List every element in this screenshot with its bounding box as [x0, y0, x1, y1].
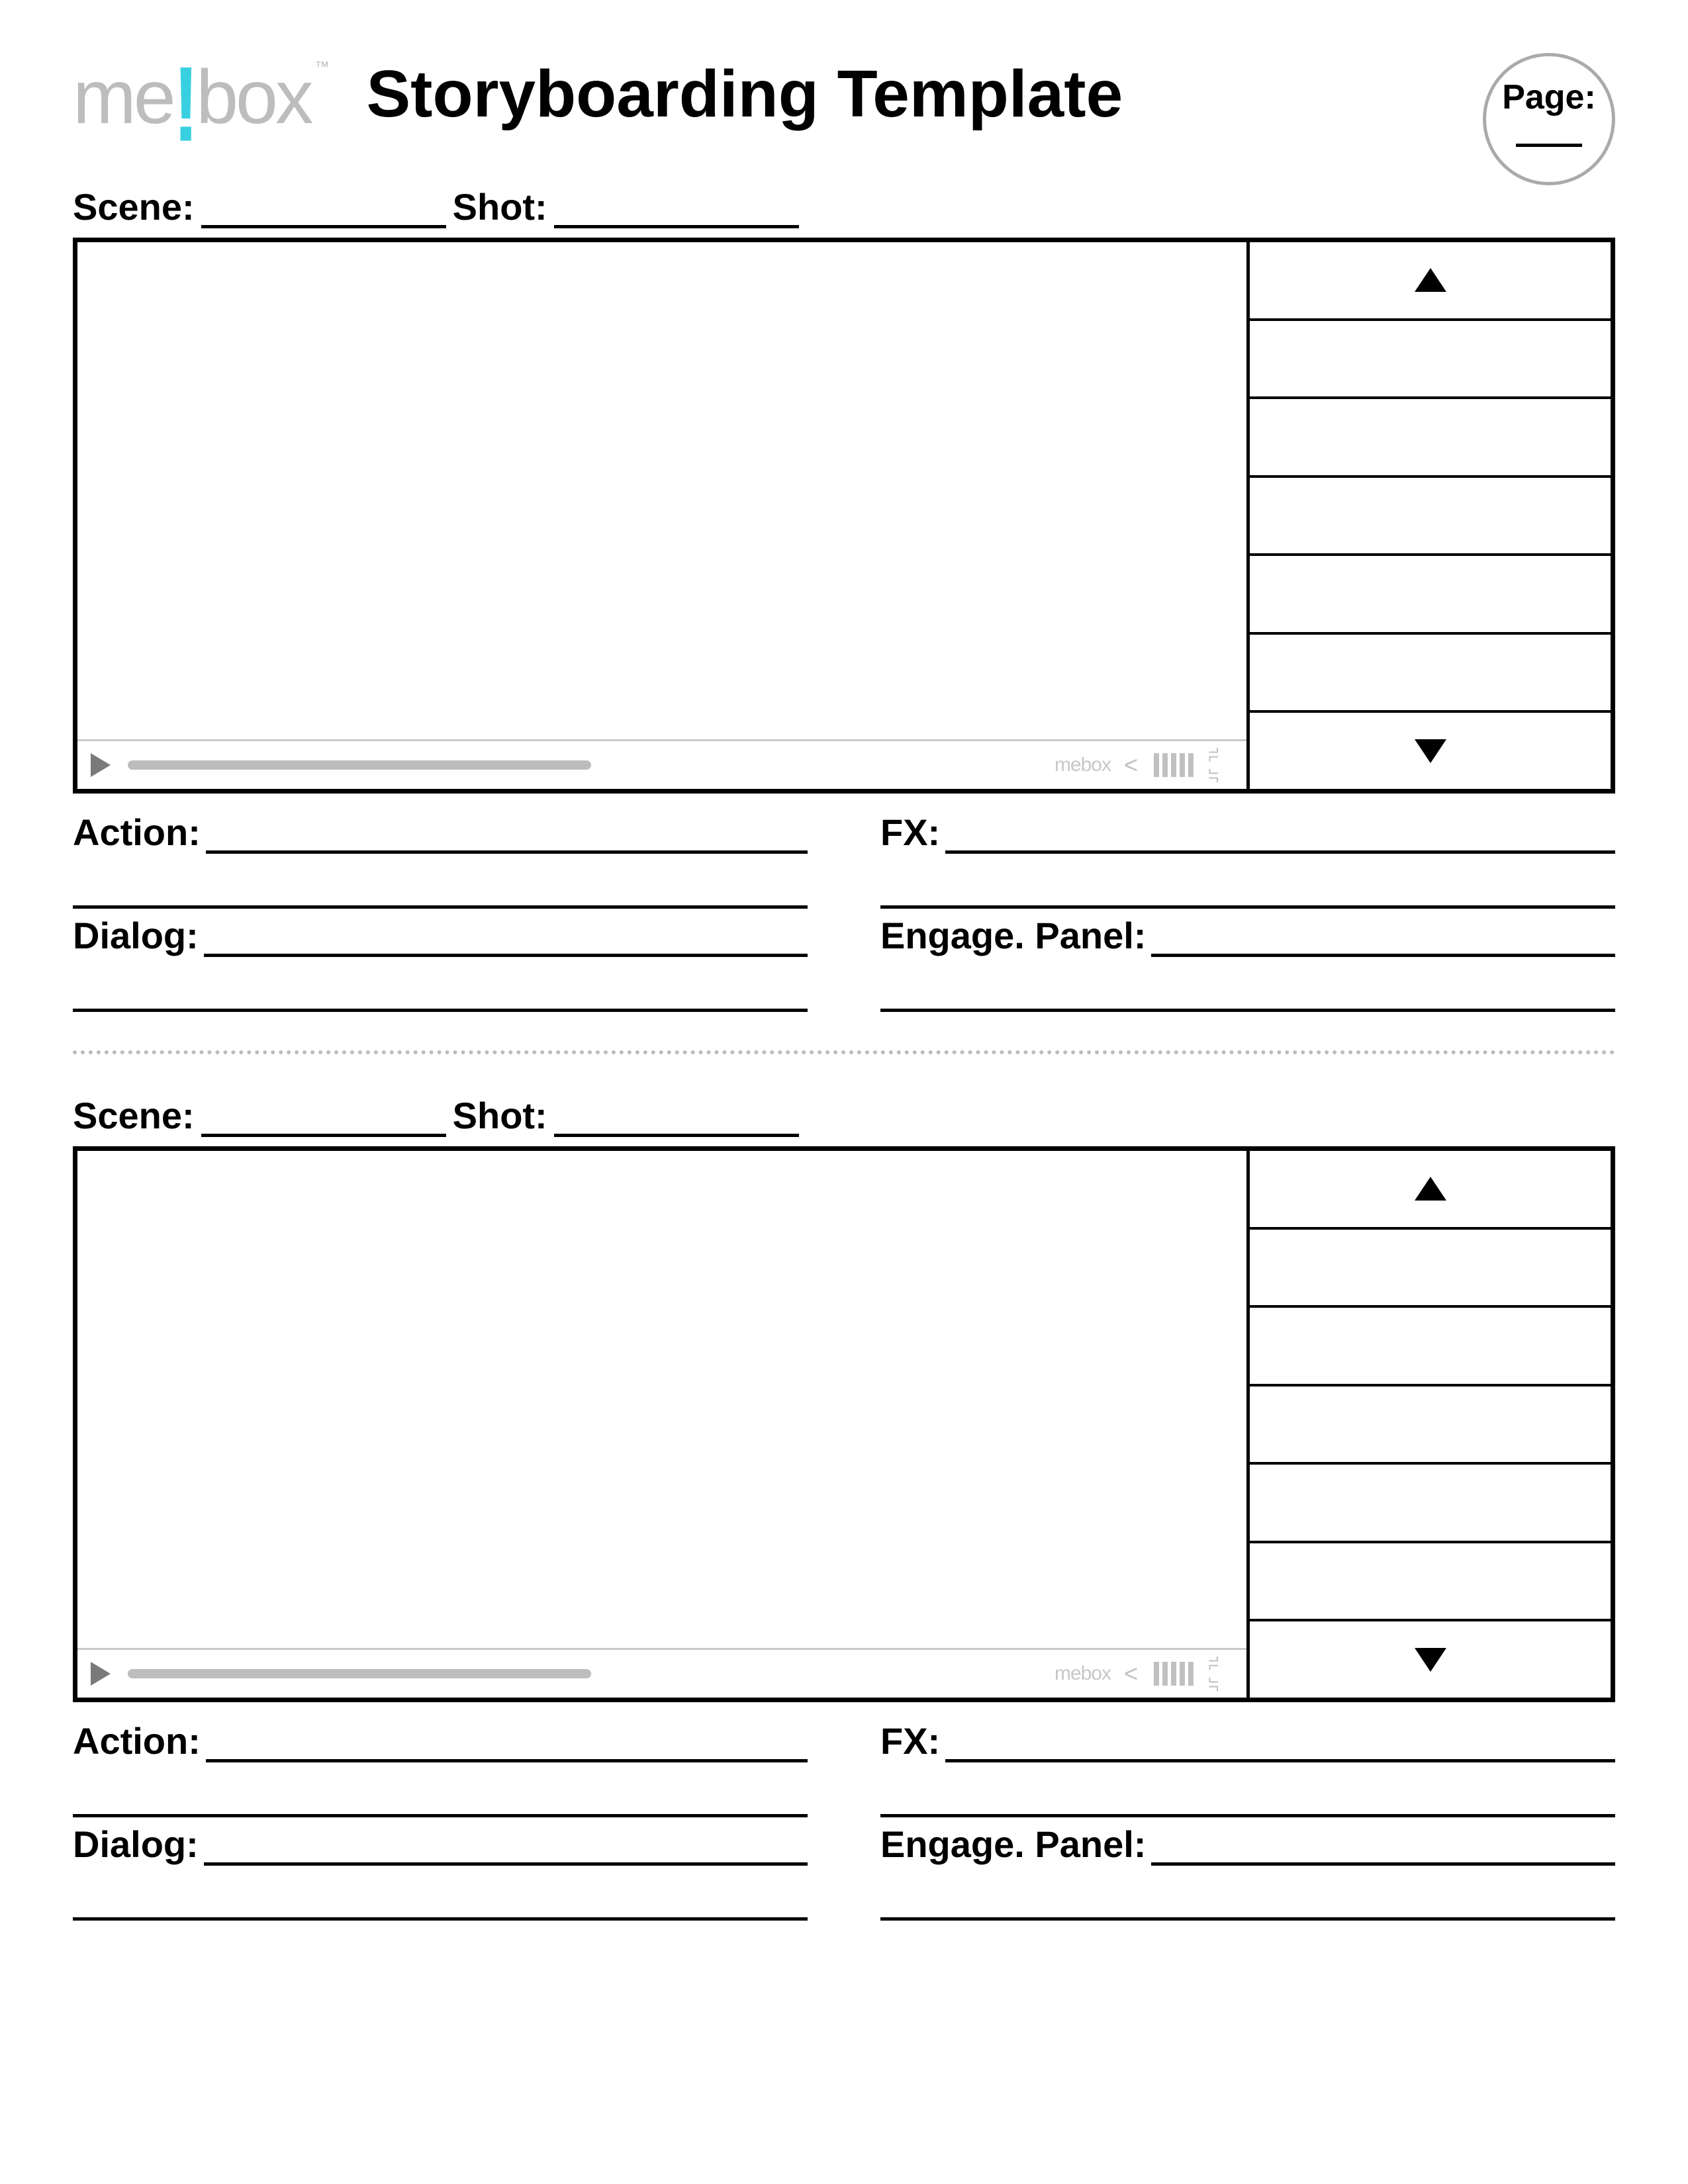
logo-part-1: me [73, 55, 173, 140]
fullscreen-icon[interactable] [1209, 753, 1233, 777]
dialog-input-1[interactable] [204, 918, 808, 957]
page-label: Page: [1486, 77, 1612, 117]
drawing-area[interactable] [77, 1151, 1246, 1648]
volume-icon[interactable] [1154, 753, 1194, 777]
dialog-input-1[interactable] [204, 1827, 808, 1866]
share-icon[interactable]: < [1124, 751, 1138, 779]
canvas-column: mebox < [77, 242, 1246, 789]
scene-input[interactable] [201, 1099, 446, 1137]
panel-slot[interactable] [1250, 1308, 1611, 1387]
brand-logo: me!box™ [73, 60, 326, 136]
progress-bar[interactable] [128, 760, 591, 770]
dialog-input-2[interactable] [73, 962, 808, 1012]
fullscreen-icon[interactable] [1209, 1662, 1233, 1686]
engage-label: Engage. Panel: [880, 1823, 1146, 1866]
panel-slot[interactable] [1250, 478, 1611, 557]
mini-logo: mebox [1055, 754, 1111, 776]
right-fields: FX: Engage. Panel: [880, 811, 1615, 1017]
dialog-input-2[interactable] [73, 1871, 808, 1921]
action-input-2[interactable] [73, 1768, 808, 1817]
panel-slot[interactable] [1250, 321, 1611, 400]
scene-label: Scene: [73, 185, 195, 228]
play-icon[interactable] [91, 1662, 111, 1686]
player-bar: mebox < [77, 739, 1246, 789]
fx-input-1[interactable] [945, 1723, 1615, 1762]
right-fields: FX: Engage. Panel: [880, 1719, 1615, 1926]
mini-logo: mebox [1055, 1662, 1111, 1685]
cut-divider [73, 1050, 1615, 1054]
panel-slot[interactable] [1250, 635, 1611, 713]
player-bar: mebox < [77, 1648, 1246, 1698]
fx-label: FX: [880, 1719, 940, 1762]
shot-input[interactable] [554, 1099, 799, 1137]
fx-input-2[interactable] [880, 1768, 1615, 1817]
header: me!box™ Storyboarding Template Page: [73, 60, 1615, 179]
panel-slot[interactable] [1250, 1230, 1611, 1308]
fx-input-1[interactable] [945, 815, 1615, 854]
shot-label: Shot: [453, 1094, 547, 1137]
storyboard-page: me!box™ Storyboarding Template Page: Sce… [0, 0, 1688, 2184]
volume-icon[interactable] [1154, 1662, 1194, 1686]
storyboard-block-2: Scene: Shot: mebox < [73, 1094, 1615, 1926]
side-panel-column [1246, 242, 1611, 789]
storyboard-block-1: Scene: Shot: mebox < [73, 185, 1615, 1017]
storyboard-frame: mebox < [73, 1146, 1615, 1702]
action-label: Action: [73, 1719, 201, 1762]
panel-slot[interactable] [1250, 1543, 1611, 1622]
canvas-column: mebox < [77, 1151, 1246, 1698]
page-title: Storyboarding Template [366, 60, 1123, 129]
fx-input-2[interactable] [880, 859, 1615, 909]
shot-label: Shot: [453, 185, 547, 228]
left-fields: Action: Dialog: [73, 811, 808, 1017]
panel-slot[interactable] [1250, 556, 1611, 635]
panel-slot[interactable] [1250, 399, 1611, 478]
action-input-2[interactable] [73, 859, 808, 909]
storyboard-frame: mebox < [73, 238, 1615, 794]
triangle-down-icon [1415, 1648, 1446, 1672]
drawing-area[interactable] [77, 242, 1246, 739]
scroll-down-button[interactable] [1250, 713, 1611, 789]
logo-exclamation: ! [173, 52, 196, 158]
engage-input-1[interactable] [1151, 918, 1615, 957]
action-label: Action: [73, 811, 201, 854]
progress-bar[interactable] [128, 1669, 591, 1678]
dialog-label: Dialog: [73, 914, 199, 957]
engage-input-2[interactable] [880, 962, 1615, 1012]
scroll-up-button[interactable] [1250, 1151, 1611, 1230]
engage-input-1[interactable] [1151, 1827, 1615, 1866]
logo-part-2: box [196, 55, 310, 140]
triangle-up-icon [1415, 268, 1446, 292]
field-row: Action: Dialog: FX: Engage. Panel: [73, 1719, 1615, 1926]
scene-input[interactable] [201, 191, 446, 228]
scroll-down-button[interactable] [1250, 1621, 1611, 1698]
play-icon[interactable] [91, 753, 111, 777]
triangle-up-icon [1415, 1177, 1446, 1201]
scene-shot-row: Scene: Shot: [73, 1094, 1615, 1137]
action-input-1[interactable] [206, 1723, 808, 1762]
field-row: Action: Dialog: FX: Engage. Panel: [73, 811, 1615, 1017]
side-panel-column [1246, 1151, 1611, 1698]
scene-label: Scene: [73, 1094, 195, 1137]
engage-label: Engage. Panel: [880, 914, 1146, 957]
page-number-circle: Page: [1483, 53, 1615, 185]
left-fields: Action: Dialog: [73, 1719, 808, 1926]
scene-shot-row: Scene: Shot: [73, 185, 1615, 228]
panel-slot[interactable] [1250, 1387, 1611, 1465]
engage-input-2[interactable] [880, 1871, 1615, 1921]
panel-slot[interactable] [1250, 1465, 1611, 1543]
fx-label: FX: [880, 811, 940, 854]
action-input-1[interactable] [206, 815, 808, 854]
scroll-up-button[interactable] [1250, 242, 1611, 321]
triangle-down-icon [1415, 739, 1446, 763]
share-icon[interactable]: < [1124, 1660, 1138, 1688]
page-number-input[interactable] [1516, 130, 1582, 147]
dialog-label: Dialog: [73, 1823, 199, 1866]
shot-input[interactable] [554, 191, 799, 228]
logo-trademark: ™ [314, 58, 326, 75]
